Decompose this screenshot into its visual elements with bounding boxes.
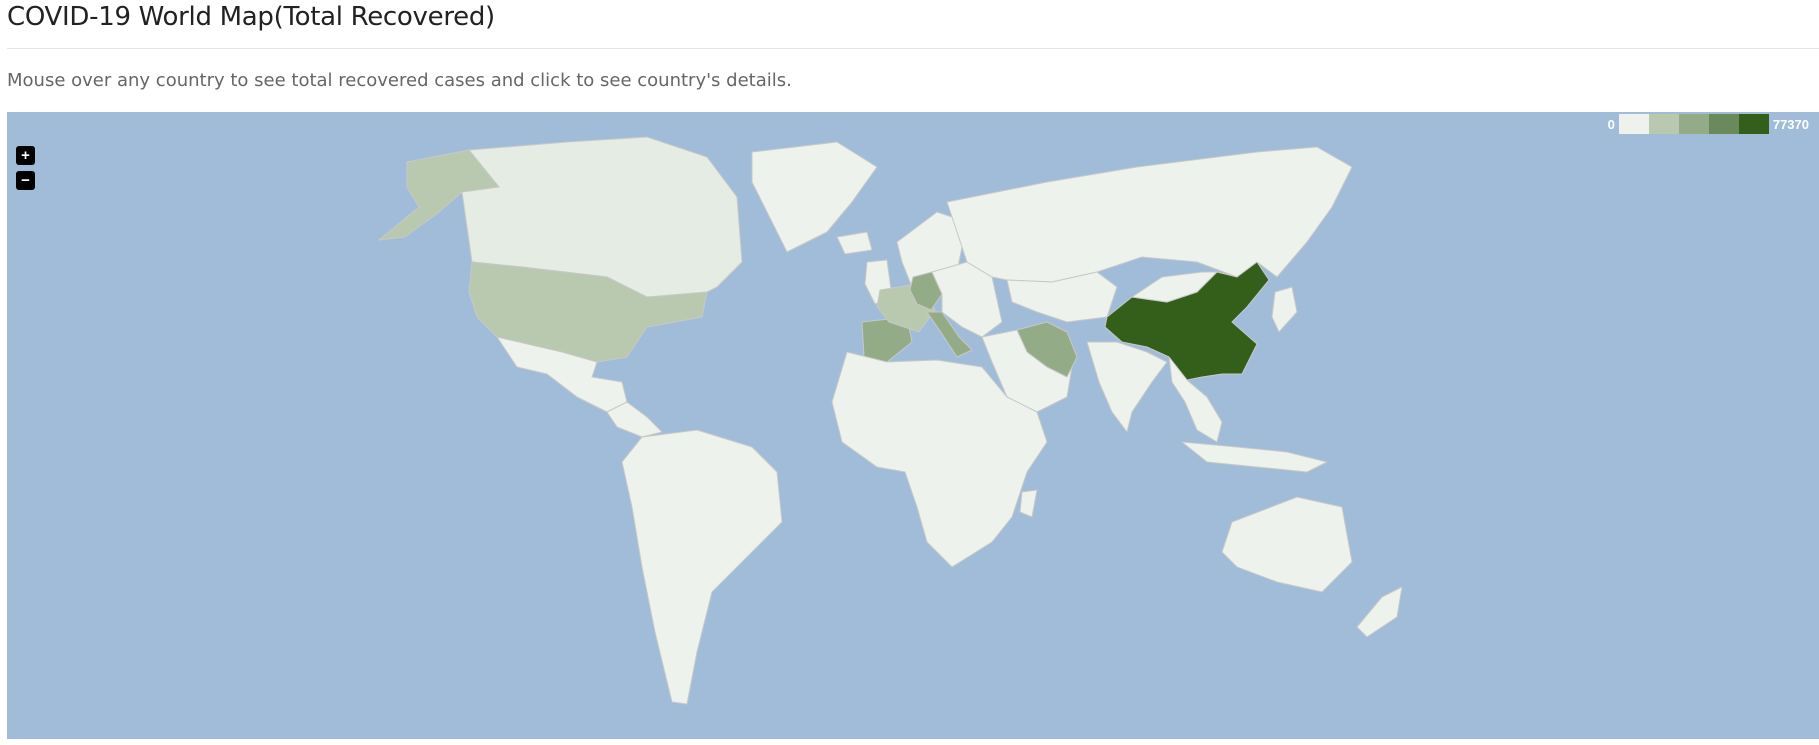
country-russia[interactable] <box>946 146 1353 283</box>
zoom-in-button[interactable]: + <box>16 146 35 165</box>
page-title: COVID-19 World Map(Total Recovered) <box>7 2 495 32</box>
zoom-out-button[interactable]: − <box>16 171 35 190</box>
map-canvas[interactable] <box>7 112 1819 739</box>
country-mongolia[interactable] <box>1131 271 1218 303</box>
divider <box>7 48 1819 49</box>
country-madagascar[interactable] <box>1019 489 1038 518</box>
legend-swatch-5 <box>1738 114 1769 134</box>
country-new-zealand[interactable] <box>1356 586 1403 638</box>
country-india[interactable] <box>1086 341 1168 433</box>
page-subtitle: Mouse over any country to see total reco… <box>7 70 792 91</box>
country-africa[interactable] <box>831 351 1048 568</box>
legend-swatch-4 <box>1708 114 1739 134</box>
country-japan[interactable] <box>1271 286 1298 333</box>
country-south-america[interactable] <box>621 429 783 705</box>
legend-max-label: 77370 <box>1772 116 1809 132</box>
legend-swatch-1 <box>1618 114 1649 134</box>
world-map[interactable]: + − 0 77370 <box>7 112 1819 739</box>
country-southeast-asia[interactable] <box>1168 356 1223 443</box>
legend-swatch-2 <box>1648 114 1679 134</box>
country-greenland[interactable] <box>751 141 878 253</box>
country-indonesia[interactable] <box>1181 441 1328 473</box>
country-australia[interactable] <box>1221 496 1353 593</box>
legend-min-label: 0 <box>1607 116 1615 132</box>
color-legend: 0 77370 <box>1604 114 1813 134</box>
legend-swatch-3 <box>1678 114 1709 134</box>
country-iran[interactable] <box>1016 321 1078 378</box>
country-iceland[interactable] <box>836 231 873 255</box>
country-central-america[interactable] <box>606 401 663 438</box>
country-united-states[interactable] <box>468 261 708 363</box>
